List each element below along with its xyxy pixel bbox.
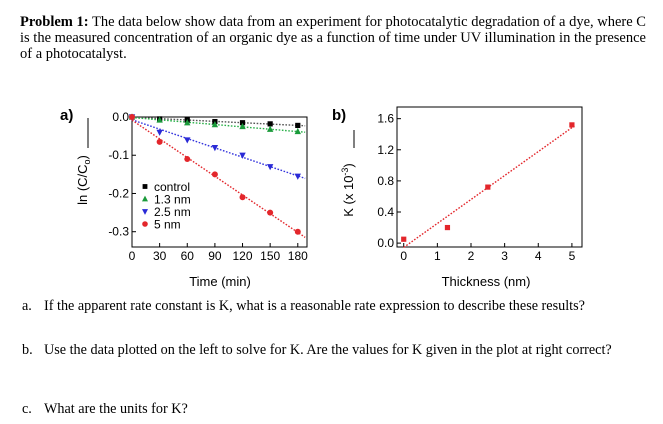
data-point xyxy=(211,121,219,128)
data-point xyxy=(267,209,274,216)
y-axis-title-b: K (x 10-3) xyxy=(340,163,356,217)
y-tick-label: 1.2 xyxy=(377,143,394,157)
y-tick-label: 0.0 xyxy=(377,236,394,250)
legend-label: 1.3 nm xyxy=(154,193,191,207)
question-text: What are the units for K? xyxy=(44,401,188,417)
y-tick-label: -0.2 xyxy=(108,186,129,200)
data-point xyxy=(295,122,301,129)
data-point xyxy=(294,228,301,235)
question-text: Use the data plotted on the left to solv… xyxy=(44,342,612,358)
question-c: c. What are the units for K? xyxy=(22,401,644,417)
data-point xyxy=(156,129,163,136)
data-point xyxy=(485,184,491,190)
question-text: If the apparent rate constant is K, what… xyxy=(44,298,585,314)
x-axis-a: 0 30 60 90 120 150 180 xyxy=(129,243,308,263)
y-tick-label: 0.8 xyxy=(377,174,394,188)
data-point xyxy=(569,122,575,128)
y-axis-a: 0.0 -0.1 -0.2 -0.3 xyxy=(108,110,136,239)
data-point xyxy=(129,114,135,120)
legend-marker xyxy=(142,184,148,189)
y-tick-label: -0.3 xyxy=(108,225,129,239)
x-tick-label: 30 xyxy=(153,249,167,263)
x-axis-title-a: Time (min) xyxy=(189,274,251,289)
x-tick-label: 5 xyxy=(569,249,576,263)
legend-marker xyxy=(142,209,148,215)
problem-text: The data below show data from an experim… xyxy=(20,14,646,62)
data-point xyxy=(267,121,273,127)
chart-a: a) 0.0 -0.1 -0.2 -0.3 0 30 60 90 120 150 180 Time… xyxy=(60,107,308,289)
data-point xyxy=(211,171,218,178)
y-tick-label: 0.0 xyxy=(112,110,129,124)
data-point xyxy=(401,236,407,242)
data-point xyxy=(156,138,163,145)
x-tick-label: 0 xyxy=(400,249,407,263)
x-tick-label: 150 xyxy=(260,249,280,263)
data-point xyxy=(266,164,274,171)
legend-item: 5 nm xyxy=(142,218,181,232)
legend-marker xyxy=(142,195,148,202)
x-tick-label: 60 xyxy=(181,249,195,263)
x-tick-label: 2 xyxy=(468,249,475,263)
question-label: b. xyxy=(22,342,33,358)
legend-marker xyxy=(142,221,148,227)
y-axis-b: 0.0 0.4 0.8 1.2 1.6 xyxy=(377,112,401,250)
data-point xyxy=(294,127,301,135)
data-points-b xyxy=(401,122,575,242)
y-tick-label: 0.4 xyxy=(377,205,394,219)
plot-frame-a xyxy=(131,116,308,248)
panel-label-b: b) xyxy=(332,107,346,124)
x-axis-title-b: Thickness (nm) xyxy=(442,274,531,289)
chart-b: b) 0.0 0.4 0.8 1.2 1.6 0 1 2 3 4 5 Thickness (nm)… xyxy=(332,106,583,289)
data-point xyxy=(239,122,246,130)
panel-label-a: a) xyxy=(60,107,73,124)
data-point xyxy=(184,137,191,144)
data-point xyxy=(239,194,246,201)
data-point xyxy=(156,116,163,123)
problem-label: Problem 1: xyxy=(20,14,89,30)
x-axis-b: 0 1 2 3 4 5 xyxy=(400,243,576,263)
trend-line xyxy=(131,119,306,180)
question-b: b. Use the data plotted on the left to so… xyxy=(22,342,644,358)
y-tick-label: -0.1 xyxy=(108,148,129,162)
data-point xyxy=(266,125,274,132)
trend-line xyxy=(131,119,306,238)
y-tick-label: 1.6 xyxy=(377,112,394,126)
x-tick-label: 120 xyxy=(233,249,253,263)
data-point xyxy=(211,144,219,152)
legend-item: control xyxy=(142,180,190,194)
data-point xyxy=(184,156,191,163)
data-point xyxy=(239,152,246,159)
x-tick-label: 4 xyxy=(535,249,542,263)
question-label: c. xyxy=(22,401,32,417)
question-a: a. If the apparent rate constant is K, wh… xyxy=(22,298,644,314)
data-point xyxy=(184,119,191,126)
x-tick-label: 1 xyxy=(434,249,441,263)
legend-item: 1.3 nm xyxy=(142,193,191,207)
data-point xyxy=(239,120,246,126)
plot-frame-b xyxy=(396,106,583,248)
x-tick-label: 3 xyxy=(501,249,508,263)
legend-label: 2.5 nm xyxy=(154,205,191,219)
x-tick-label: 0 xyxy=(129,249,136,263)
data-points-a xyxy=(128,113,301,235)
problem-statement: Problem 1: The data below show data from… xyxy=(20,14,652,62)
x-tick-label: 180 xyxy=(288,249,308,263)
legend-label: control xyxy=(154,180,190,194)
question-label: a. xyxy=(22,298,32,314)
x-tick-label: 90 xyxy=(208,249,222,263)
data-point xyxy=(294,173,301,180)
data-point xyxy=(444,224,451,231)
legend-label: 5 nm xyxy=(154,218,181,232)
y-axis-title-a: ln (C/Co) xyxy=(75,155,92,205)
legend-item: 2.5 nm xyxy=(142,205,191,219)
